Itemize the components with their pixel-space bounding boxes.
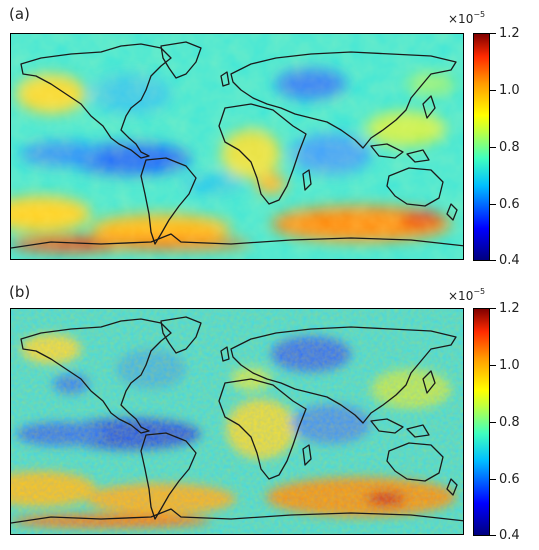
colorbar-tick-label: 0.4 bbox=[499, 528, 520, 543]
colorbar-tick-label: 0.6 bbox=[499, 197, 520, 212]
colorbar-tick bbox=[490, 365, 496, 366]
coastlines bbox=[11, 41, 463, 249]
colorbar-tick bbox=[490, 260, 496, 261]
colorbar-tick bbox=[490, 308, 496, 309]
colorbar-tick bbox=[490, 204, 496, 205]
colorbar-tick-label: 1.0 bbox=[499, 83, 520, 98]
panel-a: (a) ×10−5 bbox=[9, 5, 520, 268]
panel-label: (b) bbox=[9, 283, 31, 301]
colorbar-tick-label: 1.2 bbox=[499, 301, 520, 316]
colorbar-tick-label: 1.2 bbox=[499, 26, 520, 41]
coastlines bbox=[11, 316, 463, 524]
world-map bbox=[10, 33, 464, 260]
colorbar-exponent: ×10−5 bbox=[448, 10, 486, 26]
colorbar-tick bbox=[490, 422, 496, 423]
colorbar-tick bbox=[490, 33, 496, 34]
map-field-b bbox=[11, 309, 463, 534]
colorbar-exponent: ×10−5 bbox=[448, 287, 486, 303]
colorbar-tick-label: 0.8 bbox=[499, 140, 520, 155]
colorbar-tick-label: 0.8 bbox=[499, 415, 520, 430]
panel-b: (b) ×10−5 bbox=[0, 275, 539, 550]
colorbar bbox=[473, 308, 490, 536]
colorbar-tick-label: 0.6 bbox=[499, 472, 520, 487]
world-map bbox=[10, 308, 464, 535]
colorbar-tick bbox=[490, 90, 496, 91]
colorbar-tick-label: 1.0 bbox=[499, 358, 520, 373]
colorbar-tick bbox=[490, 479, 496, 480]
colorbar bbox=[473, 33, 490, 261]
panel-label: (a) bbox=[9, 5, 30, 23]
map-field-a bbox=[11, 34, 463, 259]
colorbar-tick bbox=[490, 147, 496, 148]
colorbar-tick-label: 0.4 bbox=[499, 253, 520, 268]
colorbar-tick bbox=[490, 535, 496, 536]
